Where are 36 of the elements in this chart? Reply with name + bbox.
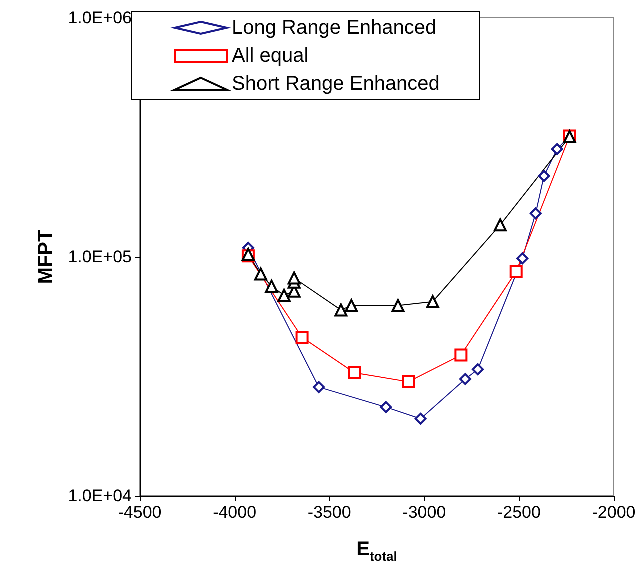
point xyxy=(345,299,358,312)
point xyxy=(402,375,416,388)
x-tick-label: -3000 xyxy=(402,503,446,522)
point xyxy=(265,280,278,293)
point xyxy=(494,218,507,232)
point xyxy=(312,381,325,394)
point xyxy=(254,268,268,281)
point xyxy=(460,373,472,386)
x-tick-label: -2500 xyxy=(497,503,541,522)
y-tick-label: 1.0E+05 xyxy=(68,248,132,266)
y-axis-title: MFPT xyxy=(35,230,57,284)
point xyxy=(551,143,564,156)
point xyxy=(278,289,291,302)
point xyxy=(472,364,484,376)
point xyxy=(454,348,468,362)
x-tick-label: -4500 xyxy=(118,503,162,522)
point xyxy=(392,299,405,312)
x-tick-label: -4000 xyxy=(213,503,257,522)
point xyxy=(516,252,529,265)
x-tick-label: -2000 xyxy=(592,503,636,522)
point xyxy=(538,170,550,182)
point xyxy=(426,295,440,308)
point xyxy=(414,412,427,425)
point xyxy=(334,304,348,317)
y-tick-label: 1.0E+04 xyxy=(68,486,132,506)
legend-label: Long Range Enhanced xyxy=(232,17,437,39)
x-tick-label: -3500 xyxy=(308,503,352,522)
point xyxy=(510,265,523,278)
point xyxy=(380,401,392,414)
point xyxy=(530,208,542,220)
y-tick-label: 1.0E+06 xyxy=(68,8,132,28)
point xyxy=(296,331,309,344)
point xyxy=(288,272,301,285)
legend-label: Short Range Enhanced xyxy=(232,73,440,95)
point xyxy=(348,366,362,380)
legend-label: All equal xyxy=(232,45,309,67)
